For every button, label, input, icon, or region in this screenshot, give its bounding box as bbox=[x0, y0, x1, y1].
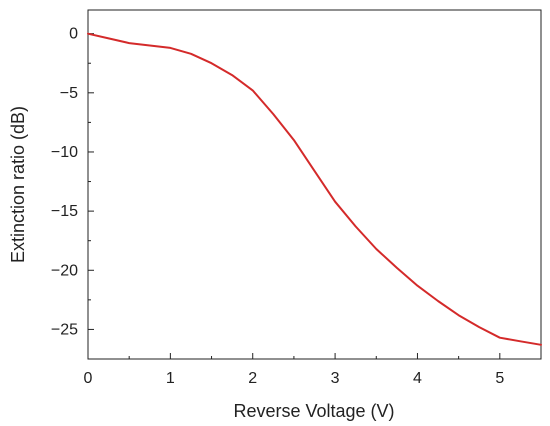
y-tick-label: −20 bbox=[51, 262, 78, 279]
x-tick-label: 1 bbox=[166, 370, 175, 387]
series-line bbox=[87, 32, 542, 346]
x-axis-ticks: 0 1 2 3 4 5 bbox=[84, 353, 504, 387]
x-tick-label: 2 bbox=[248, 370, 257, 387]
y-axis-ticks: 0 −5 −10 −15 −20 −25 bbox=[51, 26, 94, 338]
x-axis-label: Reverse Voltage (V) bbox=[233, 401, 394, 421]
plot-area bbox=[87, 9, 542, 360]
x-tick-label: 4 bbox=[413, 370, 422, 387]
y-tick-label: −15 bbox=[51, 203, 78, 220]
y-axis-label: Extinction ratio (dB) bbox=[8, 106, 28, 263]
series-layer bbox=[87, 32, 542, 346]
x-tick-label: 5 bbox=[495, 370, 504, 387]
y-tick-label: 0 bbox=[69, 26, 78, 43]
x-tick-label: 3 bbox=[331, 370, 340, 387]
y-tick-label: −5 bbox=[60, 85, 78, 102]
x-tick-label: 0 bbox=[84, 370, 93, 387]
y-tick-label: −25 bbox=[51, 321, 78, 338]
y-tick-label: −10 bbox=[51, 144, 78, 161]
